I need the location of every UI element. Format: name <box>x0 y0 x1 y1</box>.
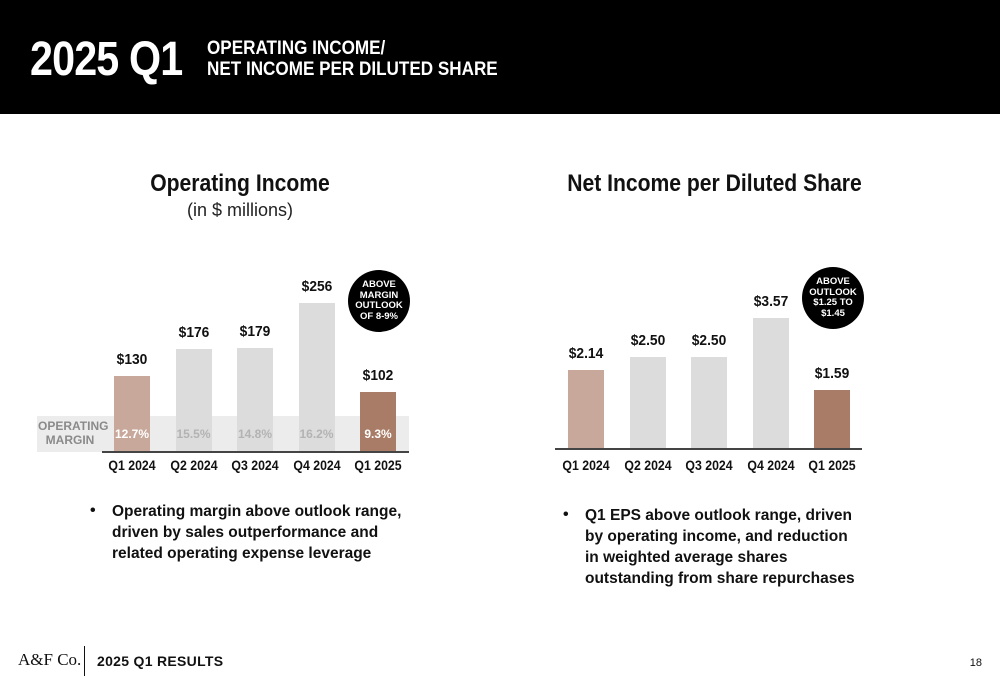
bar-value-label: $3.57 <box>753 293 788 310</box>
operating-margin-value: 16.2% <box>299 427 334 441</box>
bar-value-label: $179 <box>239 322 271 340</box>
bar-value-label: $102 <box>362 367 394 385</box>
right-bullet-icon: • <box>563 506 569 523</box>
operating-margin-value: 14.8% <box>237 427 273 441</box>
left-bullet-text: Operating margin above outlook range, dr… <box>112 503 402 562</box>
category-label: Q1 2024 <box>562 457 610 473</box>
chart-bar <box>175 349 212 451</box>
bar-value-label: $2.50 <box>630 331 665 349</box>
category-label: Q1 2025 <box>354 457 402 473</box>
category-label: Q4 2024 <box>746 457 795 473</box>
category-label: Q1 2025 <box>808 457 856 473</box>
right-chart-axis <box>555 448 862 450</box>
category-label: Q1 2024 <box>108 457 156 473</box>
company-logo: A&F Co. <box>18 650 82 669</box>
operating-margin-label: OPERATING MARGIN <box>38 419 109 447</box>
slide-subtitle-line-1: OPERATING INCOME/ <box>207 38 386 59</box>
right-outlook-badge: ABOVE OUTLOOK $1.25 TO $1.45 <box>802 267 864 329</box>
slide-subtitle: OPERATING INCOME/ NET INCOME PER DILUTED… <box>207 38 498 80</box>
bar-value-label: $2.50 <box>691 331 727 349</box>
operating-margin-value: 15.5% <box>176 427 211 441</box>
chart-bar <box>752 318 789 448</box>
operating-margin-band <box>37 416 409 452</box>
bar-value-label: $1.59 <box>814 365 850 383</box>
left-chart-axis <box>102 451 409 453</box>
slide-subtitle-line-2: NET INCOME PER DILUTED SHARE <box>207 59 498 80</box>
page-number: 18 <box>969 657 982 669</box>
right-bullet-text: Q1 EPS above outlook range, driven by op… <box>585 507 855 587</box>
slide-title: 2025 Q1 <box>30 33 183 86</box>
right-chart-title: Net Income per Diluted Share <box>567 170 862 197</box>
header-bar: 2025 Q1 OPERATING INCOME/ NET INCOME PER… <box>0 0 1000 114</box>
chart-bar <box>360 392 396 451</box>
category-label: Q2 2024 <box>169 457 218 473</box>
bar-value-label: $130 <box>116 350 148 368</box>
category-label: Q4 2024 <box>292 457 341 473</box>
chart-bar <box>568 370 604 448</box>
category-label: Q3 2024 <box>685 457 733 473</box>
left-bullet-icon: • <box>90 502 96 519</box>
chart-bar <box>237 347 273 451</box>
left-chart-title: Operating Income <box>150 170 330 197</box>
operating-margin-value: 9.3% <box>364 427 392 441</box>
category-label: Q2 2024 <box>623 457 672 473</box>
right-outlook-badge-text: ABOVE OUTLOOK $1.25 TO $1.45 <box>809 276 857 319</box>
left-outlook-badge-text: ABOVE MARGIN OUTLOOK OF 8-9% <box>355 279 403 322</box>
chart-bar <box>298 303 335 451</box>
chart-bar <box>691 356 727 448</box>
bar-value-label: $256 <box>301 278 332 295</box>
footer-divider <box>84 646 85 676</box>
chart-bar <box>814 390 850 448</box>
footer-title: 2025 Q1 RESULTS <box>97 653 224 669</box>
left-chart-subtitle: (in $ millions) <box>186 200 294 220</box>
bar-value-label: $2.14 <box>568 345 604 363</box>
chart-bar <box>629 356 666 448</box>
chart-bar <box>114 375 150 451</box>
category-label: Q3 2024 <box>231 457 279 473</box>
left-outlook-badge: ABOVE MARGIN OUTLOOK OF 8-9% <box>348 270 410 332</box>
operating-margin-value: 12.7% <box>114 427 150 441</box>
bar-value-label: $176 <box>178 324 209 342</box>
